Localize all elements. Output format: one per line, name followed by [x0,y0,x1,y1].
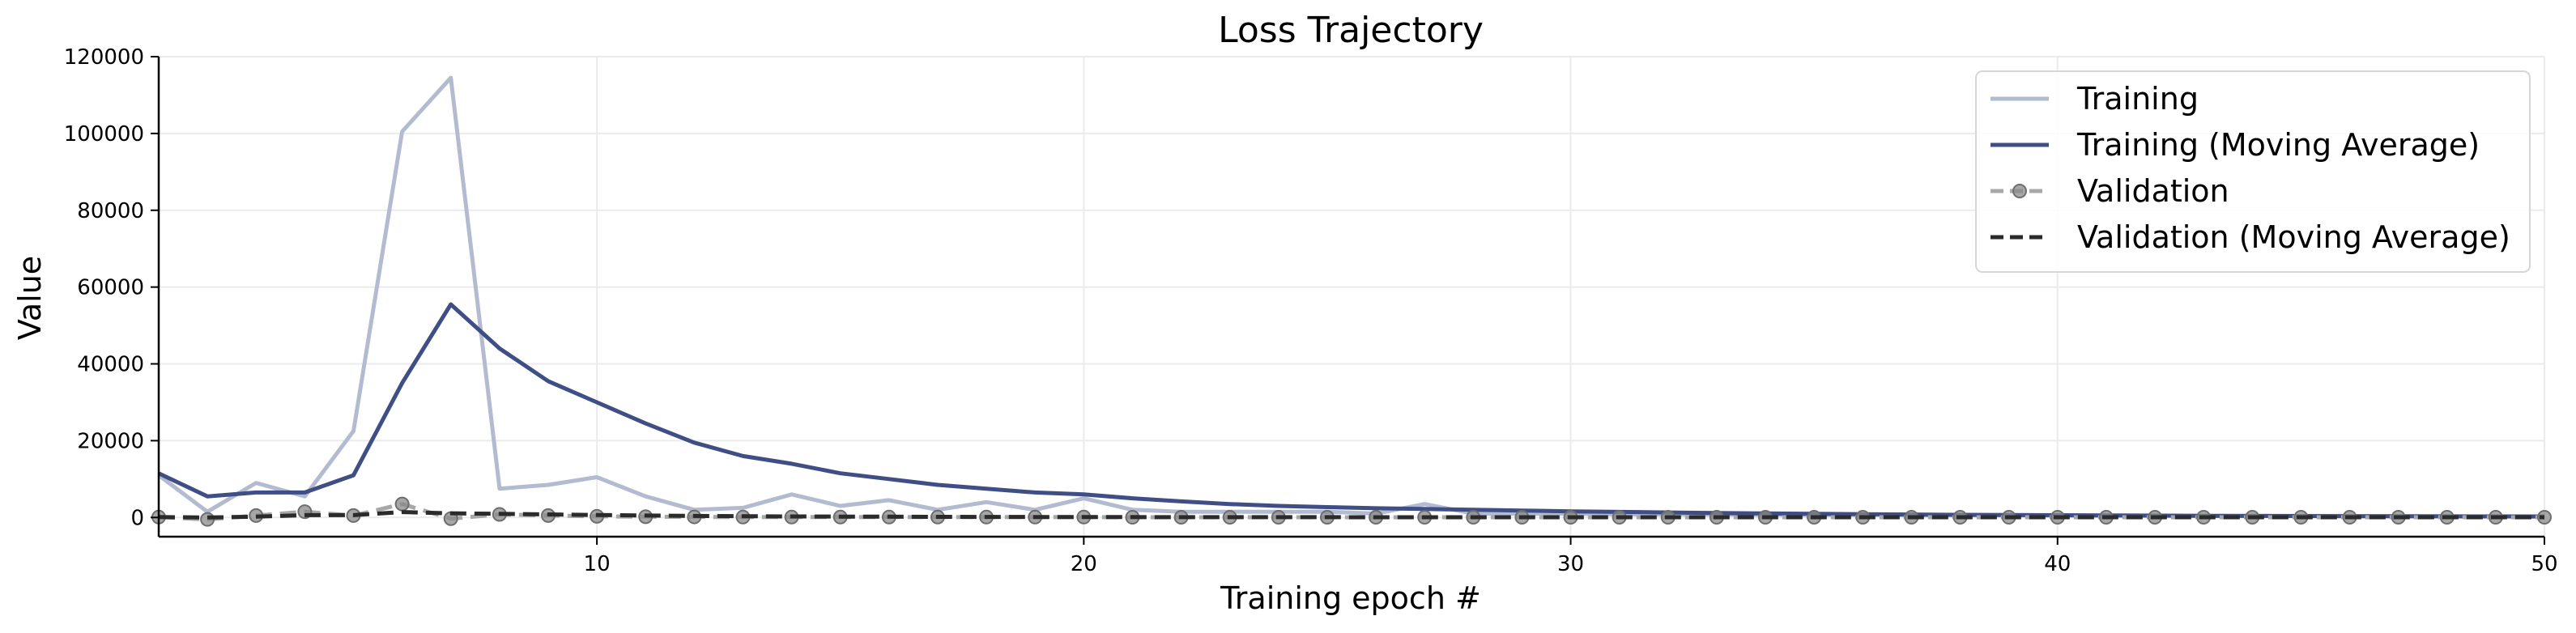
y-tick-label: 120000 [64,45,144,70]
legend-marker-2 [2012,184,2027,198]
legend-frame [1975,70,2531,273]
legend-label-3: Validation (Moving Average) [2077,219,2510,255]
legend: Training Training (Moving Average) Validat… [1975,70,2531,273]
legend-label-2: Validation [2077,173,2229,209]
axes: 10 20 30 40 50 0 20000 40000 60000 80000 100000 120… [64,45,2558,576]
y-tick-label: 20000 [77,429,144,453]
x-tick-label: 20 [1071,552,1097,576]
chart-title: Loss Trajectory [1218,10,1484,51]
x-tick-label: 50 [2531,552,2557,576]
y-tick-label: 60000 [77,276,144,300]
x-tick-label: 30 [1557,552,1584,576]
legend-label-1: Training (Moving Average) [2076,127,2480,163]
validation-point [394,496,410,512]
x-tick-label: 10 [584,552,611,576]
series-line-3 [158,510,2544,520]
x-tick-label: 40 [2044,552,2071,576]
legend-label-0: Training [2076,81,2199,117]
y-tick-label: 100000 [64,122,144,147]
series-layer [151,75,2552,527]
y-tick-label: 0 [130,506,144,530]
y-tick-label: 80000 [77,199,144,223]
y-axis-title: Value [12,256,48,340]
y-tick-label: 40000 [77,353,144,377]
x-axis-title: Training epoch # [1220,580,1481,616]
